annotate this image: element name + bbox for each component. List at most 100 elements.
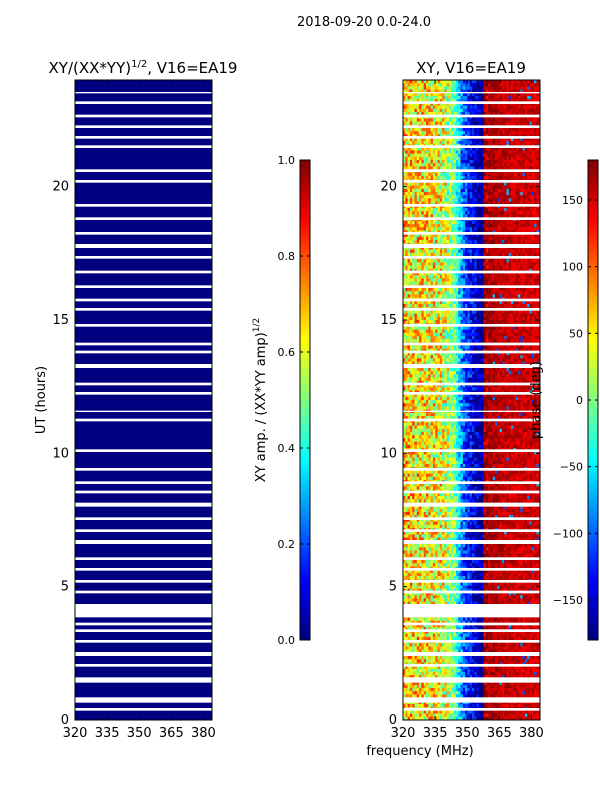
phase-heatmap-cell [409, 112, 413, 116]
phase-heatmap-cell [481, 252, 484, 257]
phase-heatmap-cell [432, 147, 436, 151]
phase-heatmap-cell [462, 262, 466, 266]
phase-heatmap-cell [506, 147, 510, 151]
phase-heatmap-cell [499, 304, 503, 308]
phase-heatmap-cell [430, 326, 434, 330]
phase-heatmap-cell [426, 147, 429, 151]
phase-heatmap-cell [467, 268, 470, 273]
phase-heatmap-cell [472, 329, 475, 334]
phase-heatmap-cell [412, 108, 415, 113]
phase-heatmap-cell [531, 188, 535, 193]
phase-heatmap-cell [403, 192, 406, 196]
phase-heatmap-cell [469, 304, 473, 308]
phase-heatmap-cell [419, 268, 422, 273]
phase-heatmap-cell [527, 182, 530, 186]
phase-heatmap-cell [515, 275, 519, 279]
phase-heatmap-cell [524, 272, 528, 276]
phase-heatmap-cell [511, 326, 514, 330]
phase-heatmap-cell [458, 339, 461, 343]
phase-heatmap-cell [538, 220, 540, 225]
phase-heatmap-cell [421, 172, 424, 177]
phase-heatmap-cell [534, 288, 537, 292]
phase-heatmap-cell [442, 86, 445, 90]
phase-heatmap-cell [446, 272, 450, 276]
phase-heatmap-cell [527, 278, 530, 282]
phase-heatmap-cell [501, 137, 505, 142]
phase-heatmap-cell [485, 265, 489, 270]
phase-heatmap-cell [453, 310, 457, 314]
phase-heatmap-cell [511, 249, 514, 254]
phase-heatmap-cell [478, 246, 482, 250]
phase-heatmap-cell [432, 86, 436, 90]
phase-heatmap-cell [518, 294, 521, 298]
phase-heatmap-cell [490, 272, 493, 276]
phase-heatmap-cell [534, 268, 537, 273]
phase-heatmap-cell [405, 137, 408, 142]
phase-heatmap-cell [451, 313, 454, 318]
phase-heatmap-cell [474, 304, 477, 308]
phase-heatmap-cell [481, 182, 484, 186]
phase-heatmap-cell [444, 195, 447, 199]
phase-heatmap-cell [531, 304, 535, 308]
phase-heatmap-cell [518, 83, 521, 87]
phase-heatmap-cell [497, 121, 500, 126]
phase-heatmap-cell [469, 92, 473, 97]
phase-heatmap-cell [527, 236, 530, 241]
phase-heatmap-cell [403, 121, 406, 126]
phase-heatmap-cell [520, 233, 523, 238]
phase-heatmap-cell [518, 80, 521, 84]
phase-heatmap-cell [423, 281, 427, 286]
phase-heatmap-cell [409, 249, 413, 254]
phase-heatmap-cell [444, 201, 447, 206]
phase-heatmap-cell [430, 182, 434, 186]
phase-heatmap-cell [421, 214, 424, 218]
phase-heatmap-cell [460, 96, 464, 100]
phase-heatmap-cell [407, 259, 411, 263]
phase-heatmap-cell [501, 246, 505, 250]
phase-heatmap-cell [476, 108, 480, 113]
phase-heatmap-cell [439, 329, 443, 334]
phase-heatmap-cell [492, 275, 496, 279]
phase-heatmap-cell [504, 150, 507, 154]
phase-heatmap-cell [460, 198, 464, 202]
phase-heatmap-cell [446, 131, 450, 135]
phase-heatmap-cell [501, 233, 505, 238]
phase-heatmap-cell [435, 188, 438, 193]
phase-heatmap-cell [412, 262, 415, 266]
phase-heatmap-cell [472, 224, 475, 228]
phase-heatmap-cell [511, 275, 514, 279]
phase-heatmap-cell [426, 268, 429, 273]
phase-heatmap-cell [488, 275, 491, 279]
phase-heatmap-cell [432, 185, 436, 190]
phase-heatmap-cell [467, 160, 470, 164]
phase-heatmap-cell [421, 118, 424, 122]
phase-heatmap-cell [472, 86, 475, 90]
phase-heatmap-cell [495, 265, 498, 270]
phase-heatmap-cell [435, 236, 438, 241]
phase-heatmap-cell [520, 249, 523, 254]
phase-heatmap-cell [439, 339, 443, 343]
phase-heatmap-cell [497, 262, 500, 266]
phase-heatmap-cell [538, 233, 540, 238]
phase-heatmap-cell [446, 249, 450, 254]
phase-heatmap-cell [465, 112, 468, 116]
phase-heatmap-cell [478, 220, 482, 225]
phase-heatmap-cell [419, 102, 422, 106]
phase-heatmap-cell [465, 288, 468, 292]
phase-heatmap-cell [531, 268, 535, 273]
phase-heatmap-cell [419, 320, 422, 324]
phase-heatmap-cell [499, 310, 503, 314]
phase-heatmap-cell [458, 329, 461, 334]
phase-heatmap-cell [478, 320, 482, 324]
phase-heatmap-cell [460, 83, 464, 87]
phase-heatmap-cell [451, 332, 454, 337]
phase-heatmap-cell [416, 304, 420, 308]
amp-flagged-row [75, 92, 212, 94]
phase-heatmap-cell [474, 118, 477, 122]
phase-heatmap-cell [492, 249, 496, 254]
phase-heatmap-cell [492, 236, 496, 241]
phase-heatmap-cell [444, 291, 447, 295]
amp-flagged-row [75, 244, 212, 248]
phase-heatmap-cell [495, 272, 498, 276]
phase-heatmap-cell [513, 332, 516, 337]
